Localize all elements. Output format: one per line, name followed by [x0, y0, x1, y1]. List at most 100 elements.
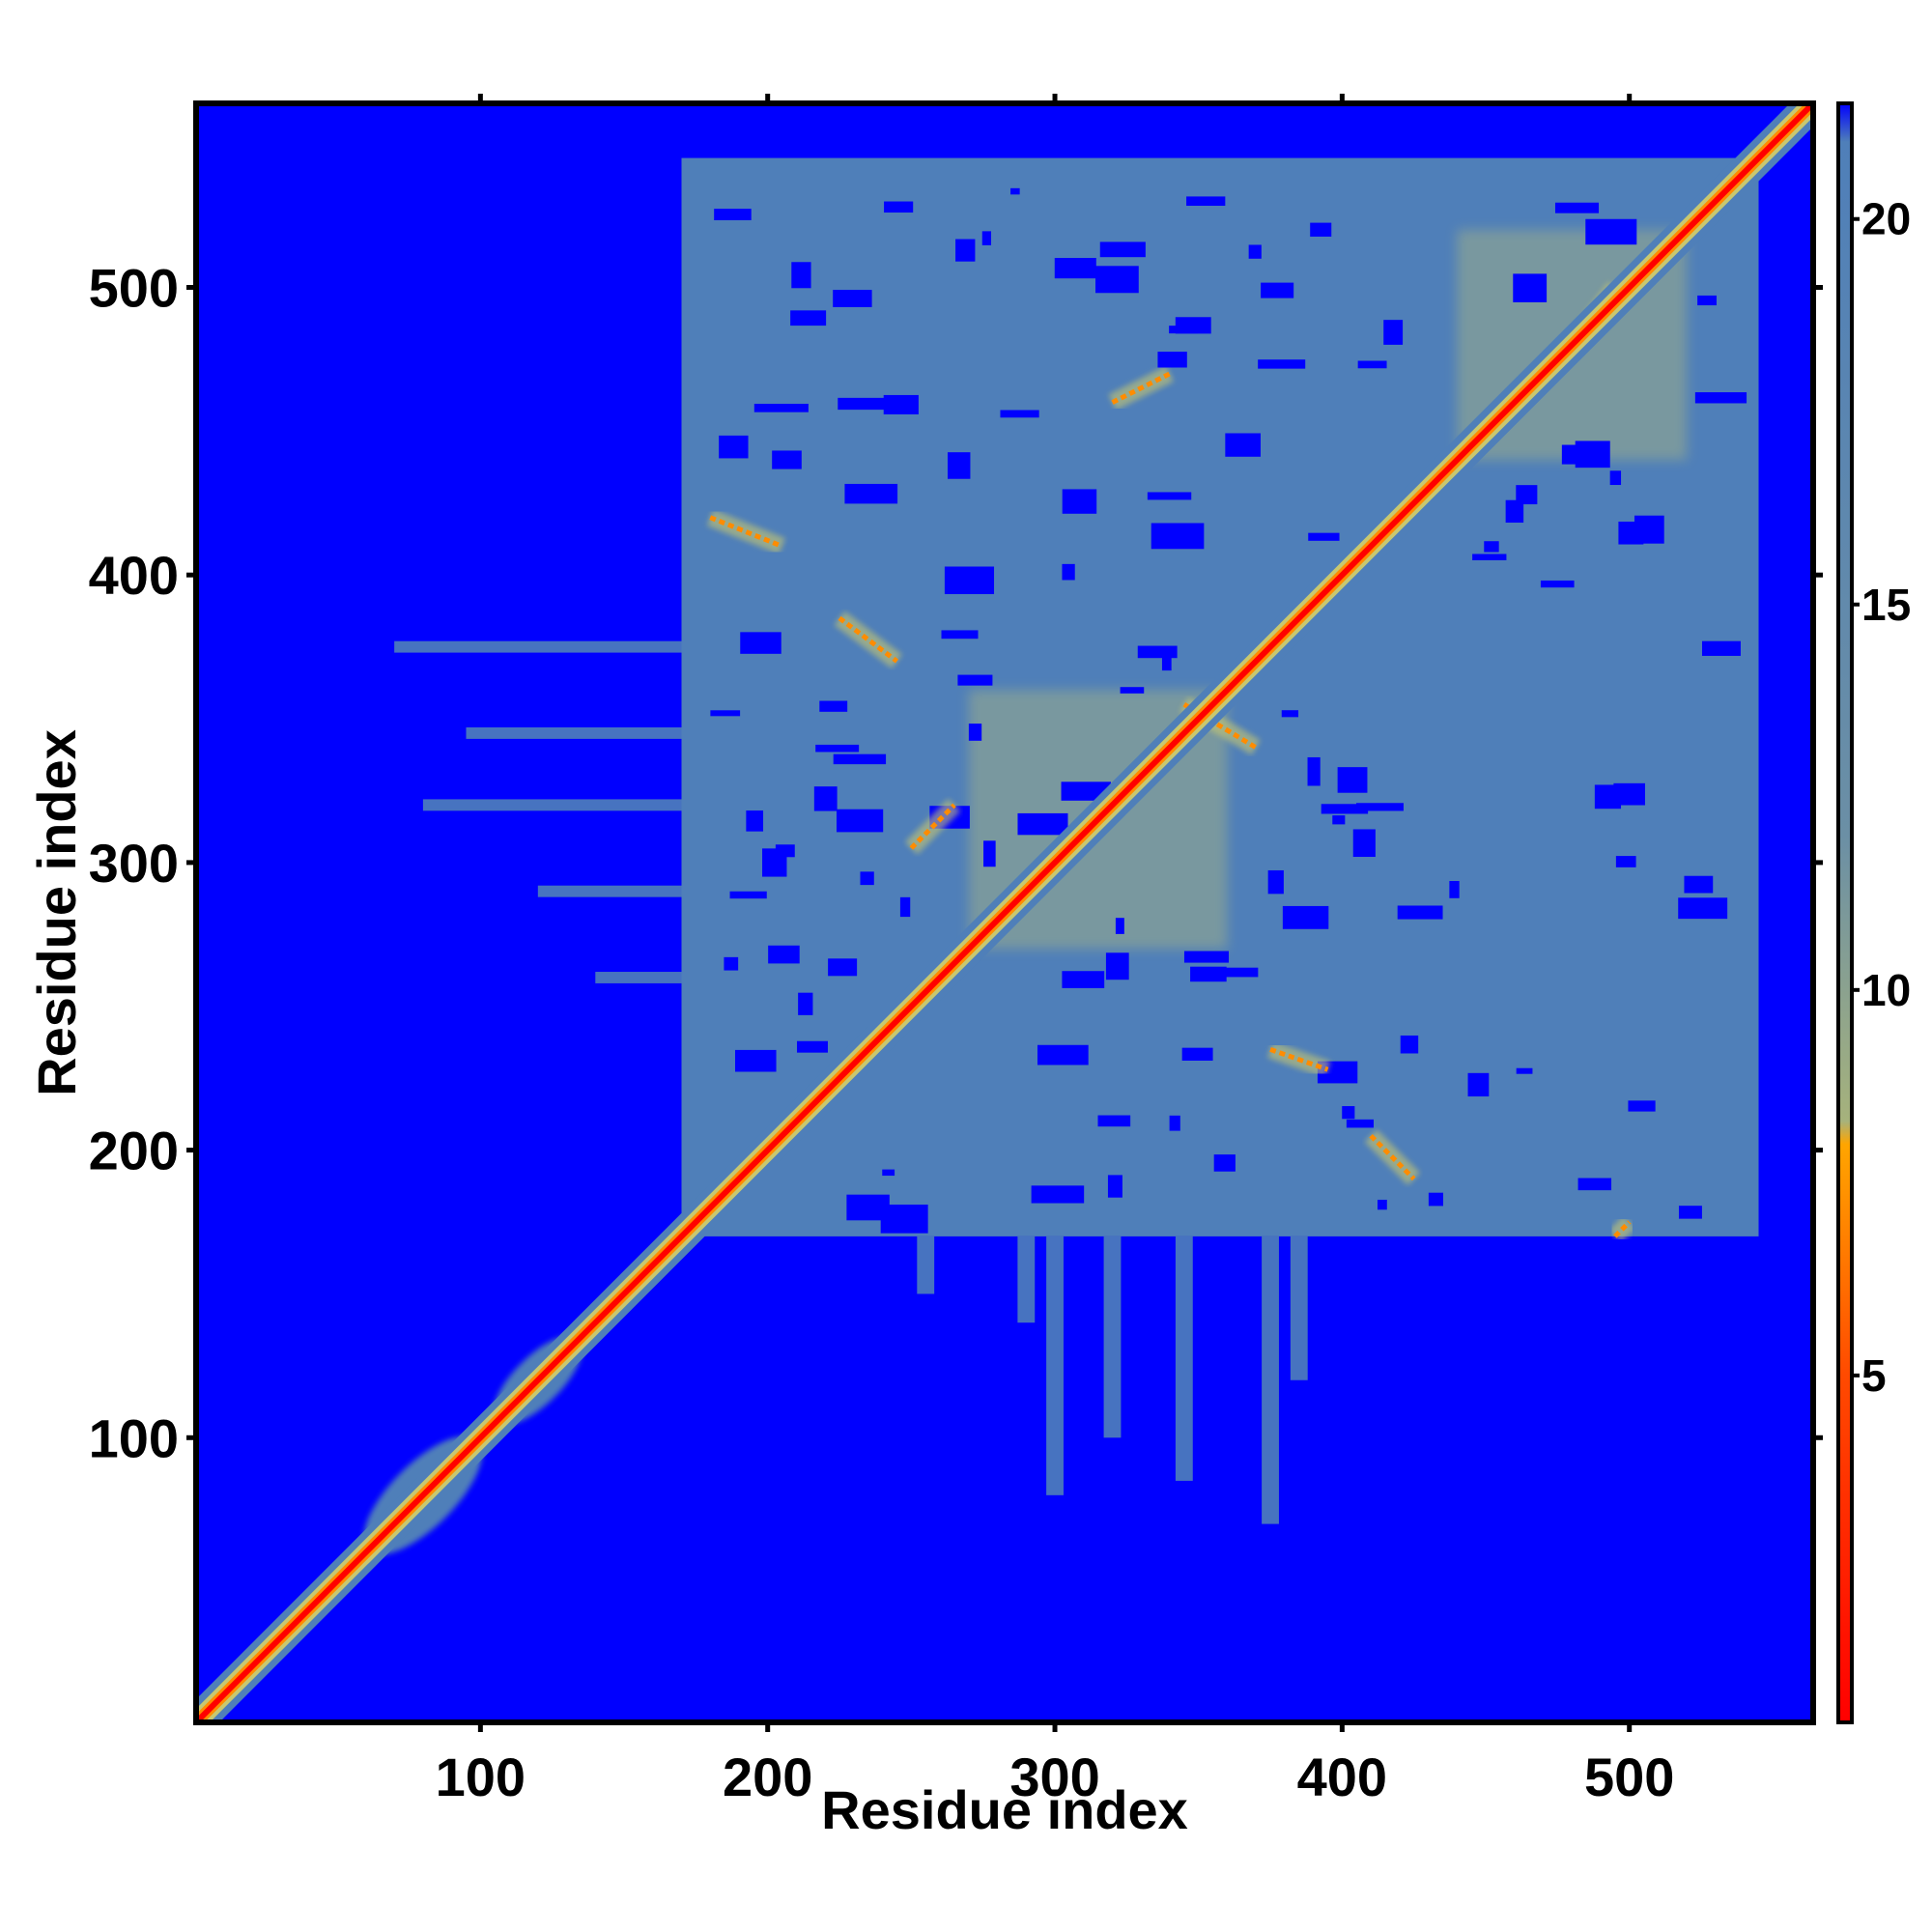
contact-gap — [944, 566, 995, 595]
contact-gap — [1062, 971, 1105, 988]
colorbar-ticks: 5 10 15 20 — [1852, 194, 1911, 1401]
contact-gap — [1225, 433, 1261, 457]
contact-gap — [1062, 489, 1097, 514]
contact-gap — [719, 435, 749, 459]
contact-gap — [833, 290, 872, 307]
contact-gap — [983, 840, 996, 867]
contact-gap — [1383, 320, 1404, 345]
contact-gap — [753, 403, 809, 412]
top-axis-ticks — [477, 94, 1633, 103]
right-axis-ticks — [1813, 285, 1823, 1440]
contact-streak — [1017, 1236, 1036, 1323]
contact-gap — [846, 1194, 890, 1221]
contact-gap — [729, 891, 767, 899]
contact-line — [1613, 1220, 1632, 1238]
contact-gap — [1697, 295, 1717, 306]
x-tick-label: 300 — [1009, 1747, 1099, 1807]
y-tick-label: 100 — [89, 1407, 179, 1468]
contact-gap — [884, 201, 914, 213]
contact-gap — [899, 896, 911, 918]
contact-gap — [1561, 444, 1603, 465]
contact-line — [909, 803, 956, 850]
contact-gap — [1684, 875, 1714, 894]
contact-gap — [941, 630, 979, 639]
contact-streak — [1262, 1236, 1279, 1524]
contact-gap — [1594, 784, 1622, 810]
contact-line — [838, 615, 899, 664]
contact-streak — [1103, 1236, 1122, 1438]
heatmap — [196, 103, 1813, 1722]
contact-gap — [1428, 1192, 1443, 1207]
contact-gap — [1613, 782, 1645, 806]
contact-gap — [1357, 360, 1387, 369]
contact-gap — [844, 483, 898, 504]
y-tick-label: 300 — [89, 833, 179, 894]
contact-gap — [1678, 1206, 1702, 1219]
x-tick-label: 400 — [1297, 1747, 1387, 1807]
contact-gap — [1618, 521, 1644, 545]
contact-streak — [1290, 1236, 1308, 1380]
contact-gap — [1031, 1185, 1085, 1204]
colorbar: 5 10 15 20 — [1836, 101, 1911, 1724]
y-tick-label: 200 — [89, 1121, 179, 1181]
contact-gap — [1169, 326, 1199, 334]
contact-gap — [883, 394, 919, 414]
contact-gap — [1609, 470, 1622, 486]
contact-gap — [1701, 640, 1741, 656]
contact-gap — [790, 310, 827, 327]
contact-gap — [714, 209, 752, 220]
contact-gap — [1054, 258, 1096, 279]
contact-gap — [1107, 1175, 1122, 1198]
plot-frame — [193, 100, 1816, 1725]
contact-gap — [798, 992, 813, 1015]
y-tick-label: 500 — [89, 258, 179, 319]
contact-gap — [734, 1049, 777, 1072]
contact-gap — [815, 744, 860, 753]
x-axis: 100 200 300 400 500 — [436, 1722, 1674, 1807]
contact-line — [709, 515, 783, 549]
contact-gap — [746, 810, 764, 832]
contact-gap — [1516, 485, 1538, 505]
contact-gap — [1615, 856, 1636, 867]
contact-gap — [1282, 905, 1329, 929]
x-tick-label: 100 — [436, 1747, 526, 1807]
contact-line — [1369, 1133, 1416, 1181]
contact-gap — [1099, 242, 1146, 258]
contact-streak — [537, 885, 682, 897]
contact-gap — [1281, 710, 1299, 718]
contact-gap — [1484, 541, 1499, 553]
contact-line — [1269, 1047, 1329, 1072]
contact-gap — [1321, 804, 1369, 814]
contact-streak — [917, 1236, 935, 1294]
x-tick-label: 200 — [723, 1747, 812, 1807]
contact-gap — [796, 1040, 828, 1053]
contact-gap — [1308, 532, 1340, 541]
contact-gap — [955, 239, 976, 262]
contact-gap — [1097, 1115, 1131, 1127]
contact-gap — [1105, 952, 1129, 980]
contact-gap — [1017, 812, 1068, 836]
contact-gap — [833, 753, 887, 765]
diagonal-line — [196, 103, 1813, 1722]
contact-gap — [1157, 352, 1187, 368]
contact-gap — [1378, 1199, 1387, 1210]
contact-gap — [1585, 218, 1637, 245]
contact-gap — [813, 786, 838, 811]
contact-gap — [1147, 492, 1192, 500]
contact-gap — [1181, 1047, 1213, 1061]
contact-gap — [882, 1169, 895, 1177]
contact-gap — [1540, 580, 1575, 588]
contact-streak — [595, 972, 682, 983]
contact-gap — [724, 956, 739, 971]
colorbar-gradient — [1836, 101, 1854, 1724]
contact-gap — [1628, 1100, 1656, 1112]
contact-gap — [1516, 1067, 1533, 1074]
contact-gap — [836, 809, 884, 833]
colorbar-tick-label: 10 — [1861, 965, 1911, 1015]
contact-gap — [1062, 563, 1075, 581]
contact-gap — [1513, 273, 1548, 302]
contact-gap — [710, 710, 741, 717]
contact-gap — [1120, 687, 1145, 694]
contact-gap — [1400, 1035, 1419, 1054]
